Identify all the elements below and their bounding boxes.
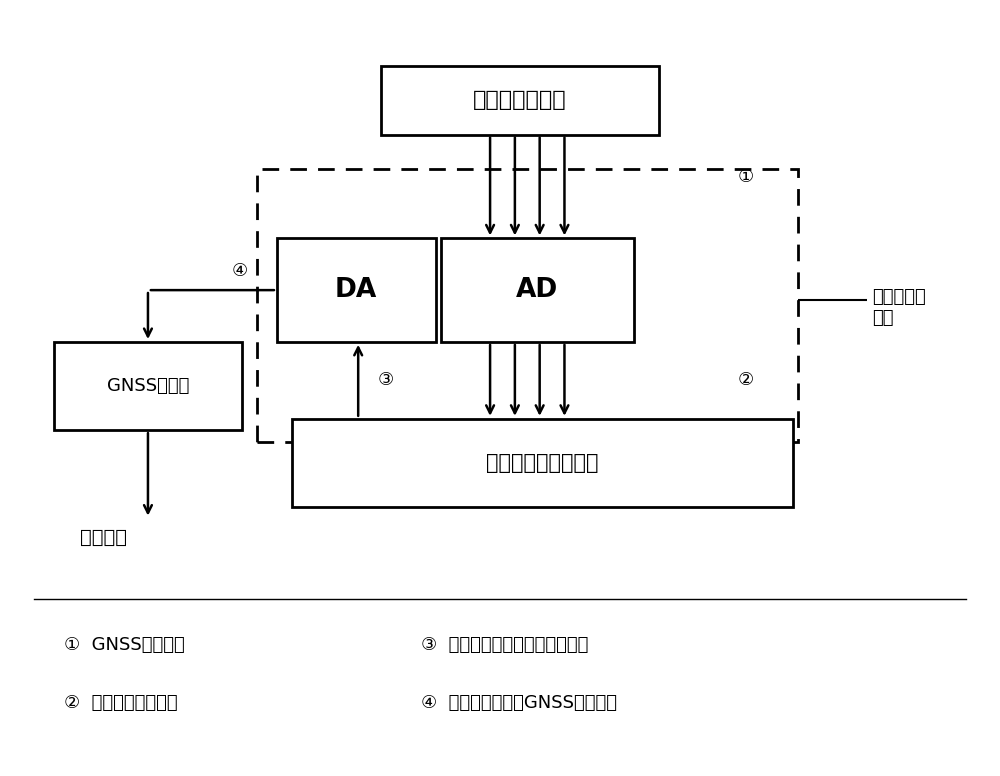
Text: 信号与数据处理模块: 信号与数据处理模块	[486, 453, 598, 473]
Text: AD: AD	[516, 277, 558, 303]
Text: ③: ③	[378, 372, 394, 390]
Text: 抗干扰处理
单元: 抗干扰处理 单元	[872, 288, 926, 327]
Text: ①  GNSS射频信号: ① GNSS射频信号	[64, 636, 184, 654]
Text: DA: DA	[335, 277, 377, 303]
Text: ②  数字中频采样信号: ② 数字中频采样信号	[64, 694, 177, 712]
Text: ②: ②	[738, 372, 754, 390]
FancyBboxPatch shape	[277, 238, 436, 342]
FancyBboxPatch shape	[381, 66, 659, 135]
FancyBboxPatch shape	[257, 169, 798, 442]
Text: GNSS接收机: GNSS接收机	[107, 377, 189, 395]
Text: ①: ①	[738, 168, 754, 186]
Text: ④: ④	[231, 262, 247, 280]
Text: 导航定位: 导航定位	[80, 528, 127, 547]
FancyBboxPatch shape	[292, 419, 793, 507]
Text: ④  抗干扰处理后的GNSS射频信号: ④ 抗干扰处理后的GNSS射频信号	[421, 694, 617, 712]
FancyBboxPatch shape	[54, 342, 242, 430]
Text: 四阵元阵列天线: 四阵元阵列天线	[473, 90, 567, 110]
Text: ③  抗干扰处理后的数字中频信号: ③ 抗干扰处理后的数字中频信号	[421, 636, 588, 654]
FancyBboxPatch shape	[441, 238, 634, 342]
